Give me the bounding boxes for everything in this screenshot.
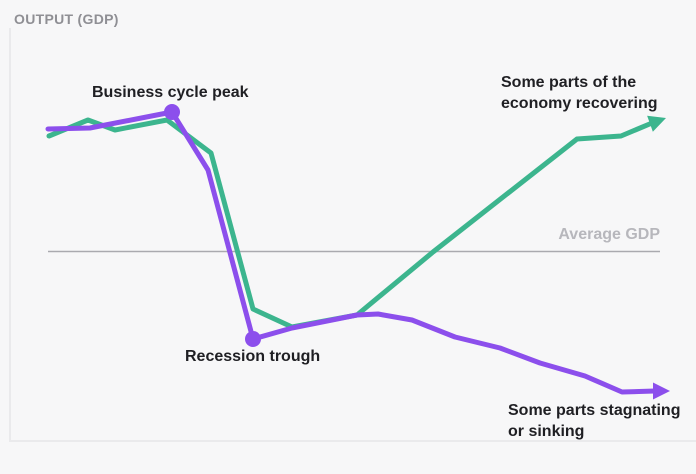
marker-dot-1 (245, 331, 261, 347)
annotation-recession-trough: Recession trough (185, 348, 321, 365)
annotation-stagnating-sinking: Some parts stagnating or sinking (508, 400, 680, 442)
average-gdp-label: Average GDP (558, 226, 660, 243)
annotation-economy-recovering-line2: economy recovering (501, 95, 658, 112)
annotation-business-cycle-peak: Business cycle peak (92, 84, 249, 101)
annotation-stagnating-sinking-line1: Some parts stagnating (508, 402, 681, 419)
series-line-0 (46, 117, 655, 330)
annotation-economy-recovering-line1: Some parts of the (501, 74, 637, 91)
marker-dot-0 (164, 104, 180, 120)
chart-title: OUTPUT (GDP) (14, 11, 119, 27)
series-arrowhead-icon-1 (653, 382, 670, 400)
series-line-1 (45, 109, 658, 395)
annotation-economy-recovering: Some parts of the economy recovering (501, 72, 658, 114)
annotation-stagnating-sinking-line2: or sinking (508, 423, 585, 440)
series-arrowhead-icon-0 (647, 115, 666, 132)
